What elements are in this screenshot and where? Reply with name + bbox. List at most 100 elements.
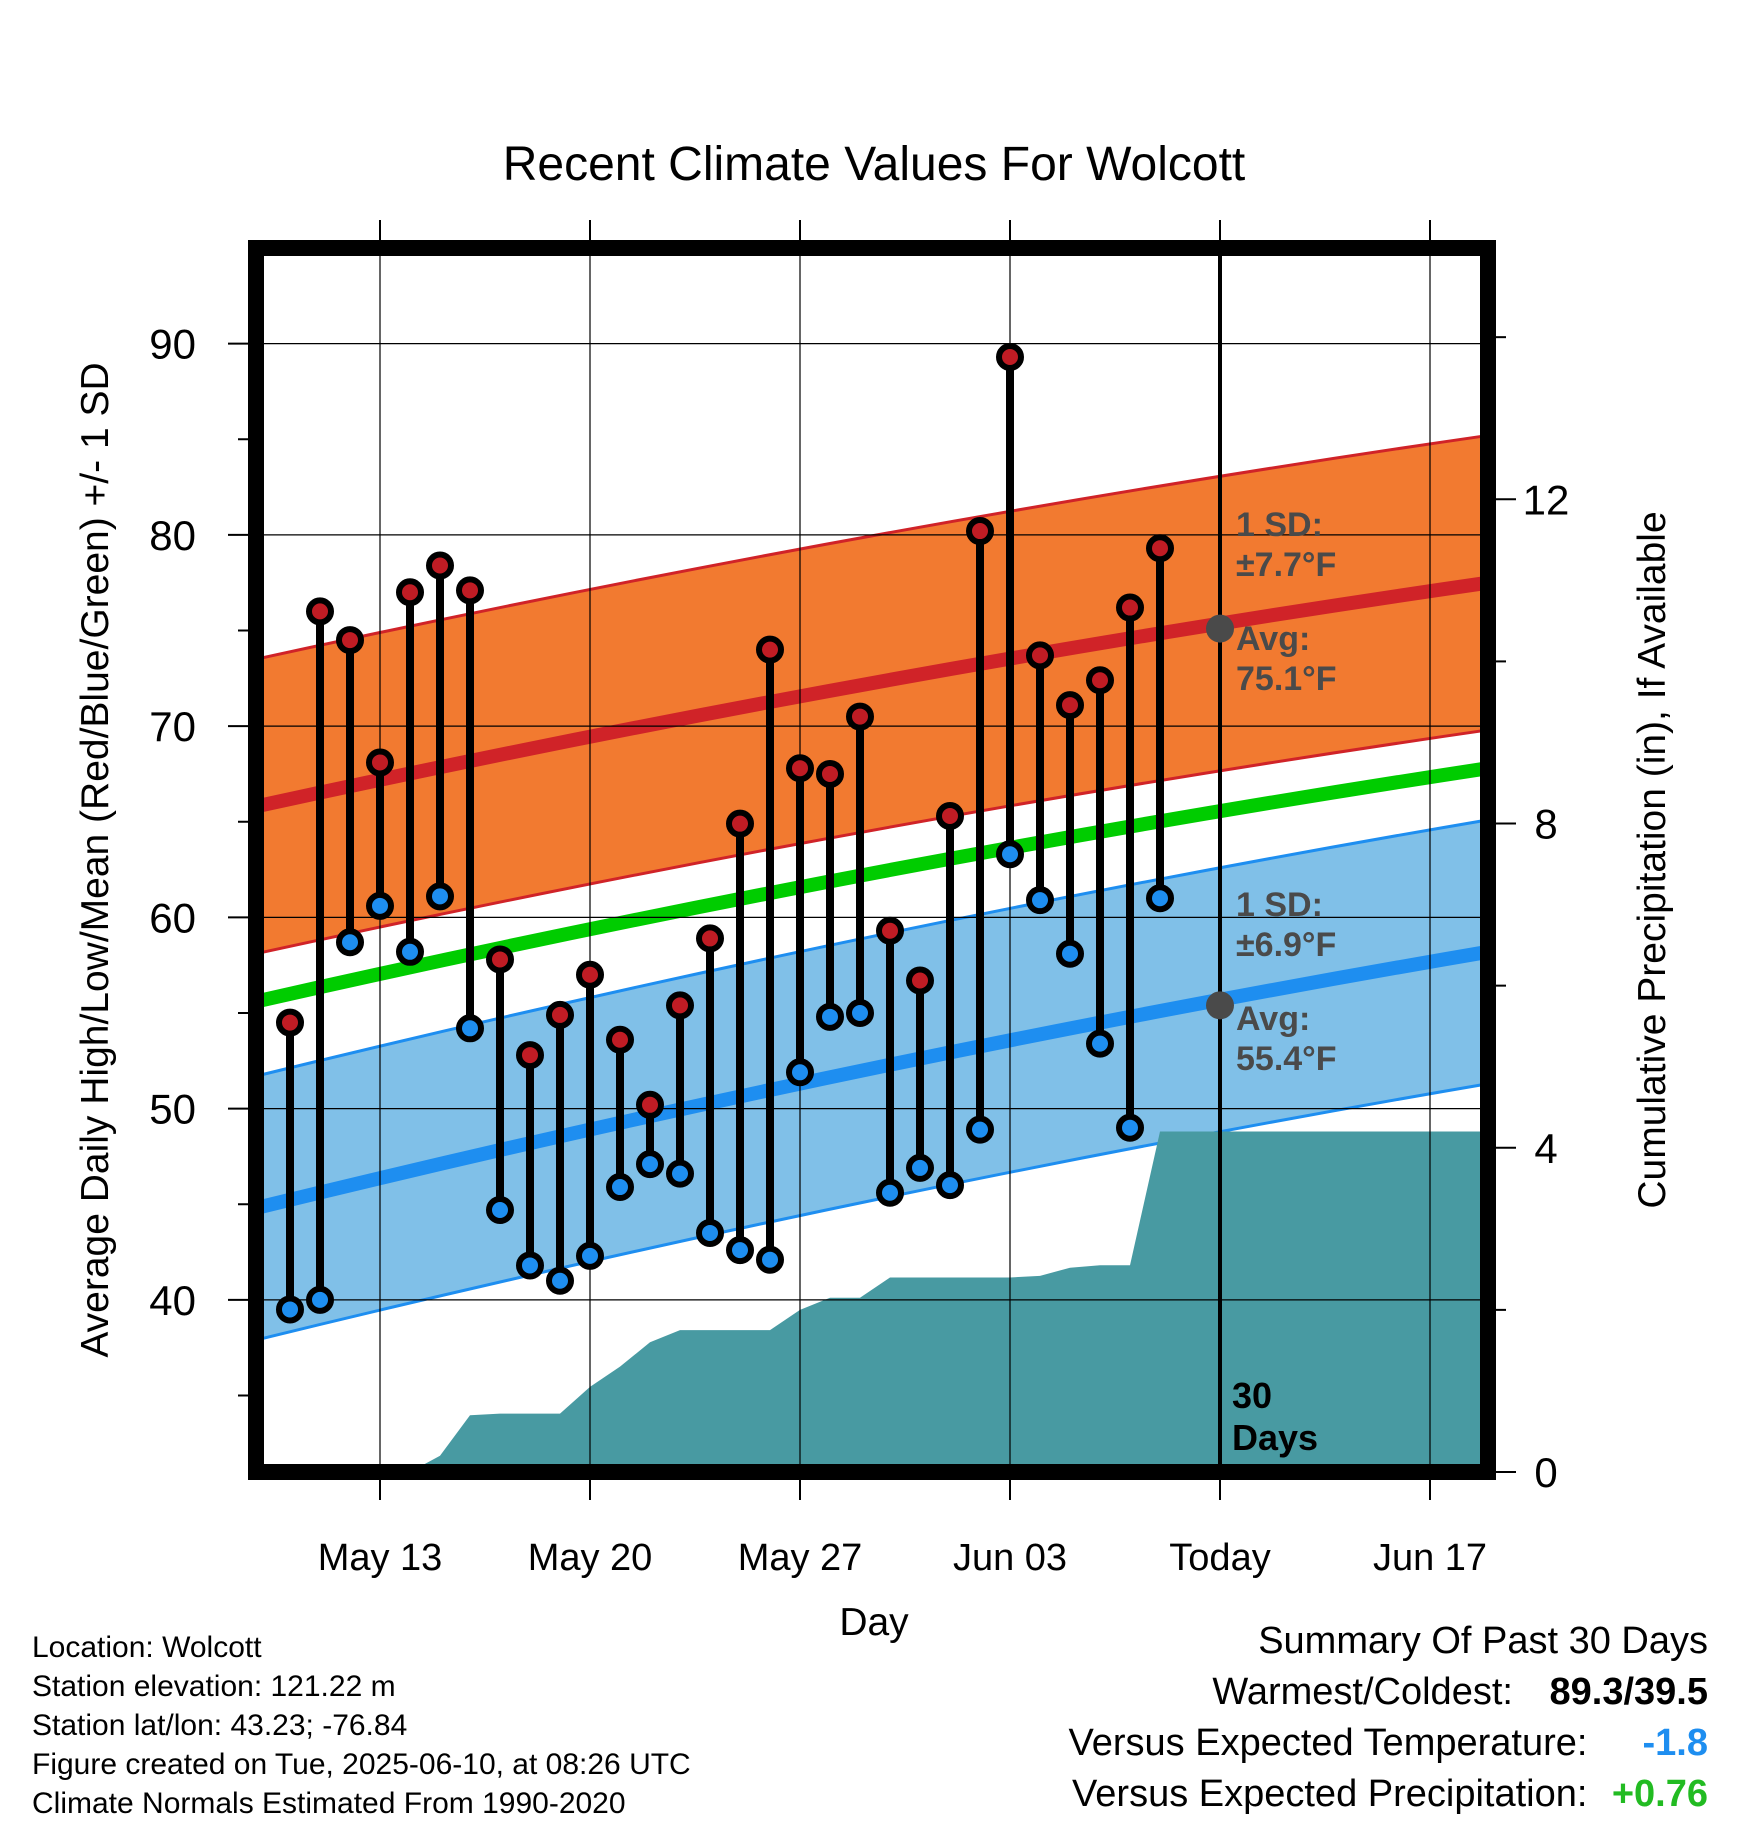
y-tick-label: 80 bbox=[149, 512, 196, 559]
summary-temp-row: Versus Expected Temperature: -1.8 bbox=[1069, 1718, 1708, 1769]
daily-low-point bbox=[996, 840, 1024, 869]
daily-low-point bbox=[1056, 939, 1084, 968]
daily-high-point bbox=[876, 916, 904, 945]
station-info: Location: Wolcott Station elevation: 121… bbox=[32, 1628, 691, 1823]
daily-high-point bbox=[606, 1025, 634, 1054]
daily-high-point bbox=[846, 702, 874, 731]
y2-tick-label: 4 bbox=[1534, 1125, 1557, 1172]
daily-high-point bbox=[306, 597, 334, 626]
daily-high-point bbox=[966, 517, 994, 546]
normal-mean-line bbox=[254, 761, 1490, 1009]
latlon-text: Station lat/lon: 43.23; -76.84 bbox=[32, 1709, 408, 1742]
x-axis-label: Day bbox=[839, 1601, 909, 1644]
daily-high-point bbox=[426, 551, 454, 580]
summary-warmest-row: Warmest/Coldest: 89.3/39.5 bbox=[1069, 1667, 1708, 1718]
daily-low-point bbox=[726, 1236, 754, 1265]
daily-high-point bbox=[636, 1090, 664, 1119]
normal-high-band-lower-edge bbox=[255, 728, 1489, 956]
warmest-label: Warmest/Coldest: bbox=[1212, 1671, 1513, 1713]
daily-low-point bbox=[606, 1173, 634, 1202]
daily-low-point bbox=[816, 1002, 844, 1031]
daily-low-point bbox=[366, 891, 394, 920]
y-tick-label: 50 bbox=[149, 1086, 196, 1133]
today-days-label-number: 30 bbox=[1232, 1375, 1272, 1416]
daily-low-point bbox=[1146, 884, 1174, 913]
daily-high-point bbox=[336, 626, 364, 655]
normal-high-band bbox=[256, 435, 1488, 954]
daily-high-point bbox=[1116, 593, 1144, 622]
daily-high-point bbox=[546, 1000, 574, 1029]
daily-low-point bbox=[516, 1251, 544, 1280]
elevation-text: Station elevation: 121.22 m bbox=[32, 1670, 396, 1703]
daily-low-point bbox=[786, 1058, 814, 1087]
daily-high-point bbox=[816, 759, 844, 788]
low-sd-label: 1 SD: bbox=[1236, 886, 1323, 924]
today-high-avg-marker bbox=[1206, 614, 1234, 643]
daily-low-point bbox=[756, 1245, 784, 1274]
daily-high-point bbox=[696, 924, 724, 953]
normals-text: Climate Normals Estimated From 1990-2020 bbox=[32, 1787, 626, 1820]
daily-low-point bbox=[906, 1153, 934, 1182]
y-tick-label: 40 bbox=[149, 1277, 196, 1324]
summary-heading: Summary Of Past 30 Days bbox=[1258, 1620, 1708, 1662]
location-text: Location: Wolcott bbox=[32, 1631, 262, 1664]
daily-low-point bbox=[846, 999, 874, 1027]
daily-high-point bbox=[906, 966, 934, 995]
summary-panel: Summary Of Past 30 Days Warmest/Coldest:… bbox=[1069, 1616, 1708, 1820]
daily-low-point bbox=[636, 1150, 664, 1179]
daily-high-point bbox=[1026, 641, 1054, 670]
temp-anomaly-label: Versus Expected Temperature: bbox=[1068, 1722, 1588, 1764]
low-avg-value: 55.4°F bbox=[1236, 1040, 1337, 1078]
daily-low-point bbox=[576, 1241, 604, 1270]
low-avg-label: Avg: bbox=[1236, 1000, 1310, 1038]
daily-low-point bbox=[336, 928, 364, 957]
daily-low-point bbox=[1116, 1113, 1144, 1142]
daily-low-point bbox=[486, 1195, 514, 1224]
daily-high-point bbox=[996, 343, 1024, 372]
x-tick-label: Today bbox=[1169, 1537, 1270, 1579]
warmest-value: 89.3/39.5 bbox=[1549, 1671, 1708, 1713]
precip-area bbox=[256, 1131, 1488, 1472]
daily-high-point bbox=[456, 576, 484, 605]
daily-high-point bbox=[366, 748, 394, 777]
daily-high-point bbox=[726, 809, 754, 838]
high-avg-value: 75.1°F bbox=[1236, 660, 1337, 698]
daily-low-point bbox=[1086, 1029, 1114, 1058]
y-tick-label: 60 bbox=[149, 894, 196, 941]
low-sd-value: ±6.9°F bbox=[1236, 926, 1336, 964]
daily-low-point bbox=[876, 1178, 904, 1207]
today-low-avg-marker bbox=[1206, 991, 1234, 1020]
daily-low-point bbox=[1026, 886, 1054, 915]
x-tick-label: May 13 bbox=[318, 1537, 443, 1579]
high-sd-label: 1 SD: bbox=[1236, 506, 1323, 544]
daily-high-point bbox=[756, 635, 784, 664]
summary-precip-row: Versus Expected Precipitation: +0.76 bbox=[1069, 1769, 1708, 1820]
x-tick-label: Jun 17 bbox=[1373, 1537, 1487, 1579]
y2-tick-label: 8 bbox=[1534, 801, 1557, 848]
daily-high-point bbox=[936, 802, 964, 831]
chart-title: Recent Climate Values For Wolcott bbox=[503, 138, 1246, 191]
y-tick-label: 90 bbox=[149, 321, 196, 368]
daily-high-point bbox=[666, 991, 694, 1020]
normal-low-band-upper-edge bbox=[255, 818, 1489, 1078]
daily-low-point bbox=[456, 1014, 484, 1043]
plot-frame bbox=[248, 240, 1496, 1480]
daily-low-point bbox=[306, 1285, 334, 1314]
daily-low-point bbox=[396, 937, 424, 966]
y2-tick-label: 12 bbox=[1523, 476, 1570, 523]
high-sd-value: ±7.7°F bbox=[1236, 546, 1336, 584]
created-text: Figure created on Tue, 2025-06-10, at 08… bbox=[32, 1748, 691, 1781]
daily-low-point bbox=[696, 1218, 724, 1247]
x-tick-label: May 20 bbox=[528, 1537, 653, 1579]
daily-low-point bbox=[666, 1159, 694, 1188]
daily-high-point bbox=[1086, 666, 1114, 695]
daily-high-point bbox=[516, 1041, 544, 1070]
daily-high-point bbox=[1146, 534, 1174, 563]
y2-tick-label: 0 bbox=[1534, 1449, 1557, 1496]
precip-anomaly-value: +0.76 bbox=[1611, 1773, 1708, 1815]
daily-low-point bbox=[546, 1266, 574, 1295]
today-days-label-word: Days bbox=[1232, 1417, 1318, 1458]
daily-high-point bbox=[486, 945, 514, 974]
